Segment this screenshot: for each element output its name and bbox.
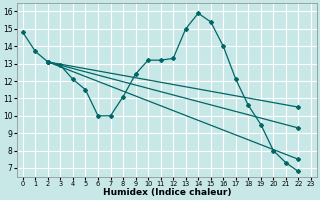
X-axis label: Humidex (Indice chaleur): Humidex (Indice chaleur) <box>103 188 231 197</box>
